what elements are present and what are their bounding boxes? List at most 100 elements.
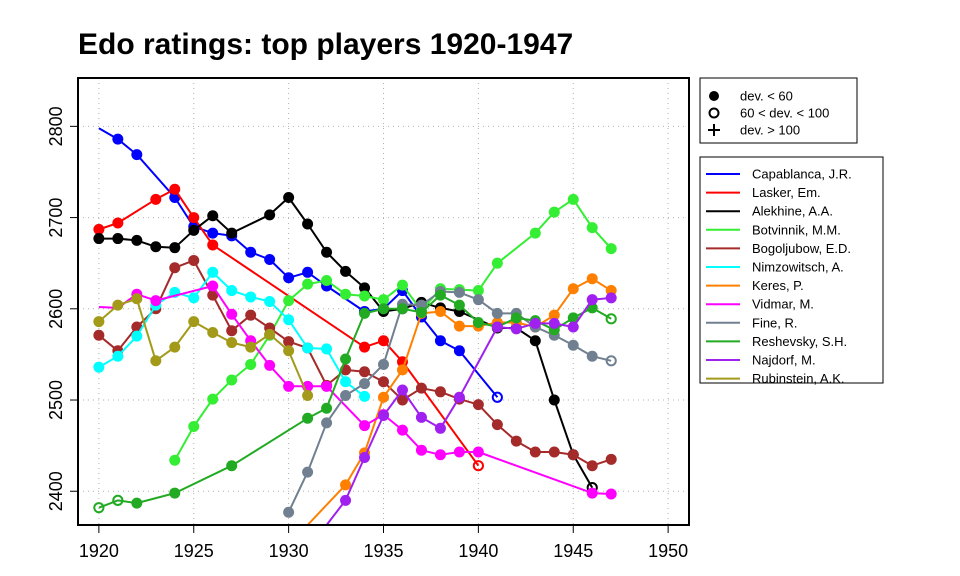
data-point-bogoljubow-e-d-26 — [586, 460, 598, 472]
data-point-bogoljubow-e-d-18 — [434, 386, 446, 398]
data-point-rubinstein-a-k-8 — [245, 341, 257, 353]
data-point-najdorf-m-3 — [378, 410, 389, 422]
data-point-najdorf-m-5 — [415, 411, 427, 423]
data-point-bogoljubow-e-d-5 — [188, 254, 200, 266]
y-tick-label-4: 2800 — [46, 106, 66, 146]
data-point-najdorf-m-14 — [605, 292, 617, 304]
data-point-fine-r-5 — [378, 358, 389, 370]
data-point-reshevsky-s-h-21 — [605, 313, 617, 325]
data-point-bogoljubow-e-d-20 — [472, 399, 484, 411]
x-tick-label-3: 1935 — [363, 541, 403, 561]
marker-legend-box — [699, 77, 858, 144]
data-point-botvinnik-m-m-22 — [605, 243, 617, 255]
data-point-vidmar-m-11 — [359, 420, 371, 432]
legend-label-keres-p: Keres, P. — [752, 278, 804, 293]
data-point-bogoljubow-e-d-27 — [605, 453, 617, 465]
data-point-alekhine-a-a-11 — [321, 246, 333, 258]
data-point-rubinstein-a-k-3 — [150, 355, 162, 367]
data-point-vidmar-m-16 — [453, 446, 465, 458]
data-point-vidmar-m-3 — [150, 295, 162, 307]
data-point-fine-r-4 — [359, 378, 371, 390]
data-point-alekhine-a-a-12 — [340, 265, 352, 277]
legend-label-capablanca-j-r: Capablanca, J.R. — [752, 167, 852, 182]
data-point-fine-r-10 — [472, 294, 484, 306]
data-point-reshevsky-s-h-1 — [112, 494, 124, 506]
legend-label-botvinnik-m-m: Botvinnik, M.M. — [752, 222, 841, 237]
y-tick-label-3: 2700 — [46, 198, 66, 238]
data-point-keres-p-12 — [548, 309, 560, 321]
y-tick-label-0: 2400 — [46, 471, 66, 511]
data-point-reshevsky-s-h-7 — [340, 353, 352, 365]
data-point-reshevsky-s-h-14 — [472, 316, 484, 328]
data-point-najdorf-m-6 — [434, 422, 446, 434]
data-point-botvinnik-m-m-17 — [491, 257, 503, 269]
data-point-rubinstein-a-k-6 — [207, 327, 219, 339]
data-point-keres-p-1 — [340, 479, 352, 491]
data-point-keres-p-13 — [567, 283, 579, 295]
data-point-najdorf-m-11 — [548, 317, 560, 329]
data-point-bogoljubow-e-d-0 — [93, 329, 105, 341]
data-point-najdorf-m-9 — [510, 323, 522, 335]
data-point-keres-p-14 — [586, 273, 598, 285]
x-tick-label-6: 1950 — [648, 541, 688, 561]
data-point-keres-p-3 — [378, 391, 389, 403]
series-layer — [93, 127, 617, 525]
data-point-botvinnik-m-m-4 — [245, 358, 257, 370]
data-point-alekhine-a-a-13 — [359, 282, 371, 294]
data-point-keres-p-4 — [396, 364, 408, 376]
data-point-nimzowitsch-a-14 — [359, 390, 371, 402]
data-point-nimzowitsch-a-13 — [340, 376, 352, 388]
data-point-lasker-em-5 — [207, 239, 219, 251]
data-point-bogoljubow-e-d-8 — [245, 309, 257, 321]
data-point-lasker-em-2 — [150, 193, 162, 205]
data-point-bogoljubow-e-d-14 — [359, 366, 371, 378]
data-point-vidmar-m-8 — [283, 380, 295, 392]
data-point-rubinstein-a-k-10 — [283, 345, 295, 357]
data-point-alekhine-a-a-6 — [207, 210, 219, 222]
data-point-vidmar-m-19 — [605, 488, 617, 500]
data-point-alekhine-a-a-10 — [302, 218, 314, 230]
data-point-bogoljubow-e-d-10 — [283, 336, 295, 348]
series-rubinstein-a-k — [93, 293, 314, 401]
data-point-fine-r-1 — [302, 466, 314, 478]
data-point-keres-p-6 — [434, 306, 446, 318]
series-reshevsky-s-h — [93, 289, 617, 514]
marker-legend-label-1: 60 < dev. < 100 — [740, 106, 829, 121]
x-tick-label-1: 1925 — [174, 541, 214, 561]
data-point-botvinnik-m-m-0 — [169, 454, 181, 466]
chart-title: Edo ratings: top players 1920-1947 — [78, 28, 573, 61]
data-point-najdorf-m-10 — [529, 317, 541, 329]
data-point-capablanca-j-r-1 — [112, 133, 124, 145]
data-point-vidmar-m-4 — [207, 280, 219, 292]
data-point-nimzowitsch-a-8 — [245, 291, 257, 303]
data-point-vidmar-m-13 — [396, 424, 408, 436]
legend-label-reshevsky-s-h: Reshevsky, S.H. — [752, 334, 847, 349]
data-point-reshevsky-s-h-9 — [378, 303, 389, 315]
filled-circle-icon — [709, 91, 719, 101]
data-point-botvinnik-m-m-3 — [226, 374, 238, 386]
data-point-botvinnik-m-m-7 — [302, 278, 314, 290]
data-point-capablanca-j-r-16 — [434, 335, 446, 347]
data-point-fine-r-3 — [340, 389, 352, 401]
series-line-lasker-em — [98, 188, 480, 467]
data-point-fine-r-0 — [283, 506, 295, 518]
legends: dev. < 60 60 < dev. < 100 dev. > 100 Capabl… — [699, 77, 884, 386]
legend-label-nimzowitsch-a: Nimzowitsch, A. — [752, 260, 844, 275]
series-line-keres-p — [306, 277, 612, 525]
data-point-botvinnik-m-m-9 — [340, 288, 352, 300]
data-point-najdorf-m-12 — [567, 321, 579, 333]
data-point-capablanca-j-r-10 — [302, 266, 314, 278]
data-point-lasker-em-4 — [188, 212, 200, 224]
data-point-najdorf-m-7 — [453, 391, 465, 403]
data-point-vidmar-m-10 — [321, 380, 333, 392]
data-point-botvinnik-m-m-6 — [283, 295, 295, 307]
data-point-reshevsky-s-h-12 — [434, 289, 446, 301]
data-point-capablanca-j-r-8 — [264, 254, 276, 266]
data-point-fine-r-11 — [491, 307, 503, 319]
data-point-reshevsky-s-h-5 — [302, 412, 314, 424]
legend-label-rubinstein-a-k: Rubinstein, A.K. — [752, 371, 845, 386]
data-point-rubinstein-a-k-5 — [188, 316, 200, 328]
series-botvinnik-m-m — [169, 193, 617, 466]
data-point-lasker-em-9 — [472, 460, 484, 472]
